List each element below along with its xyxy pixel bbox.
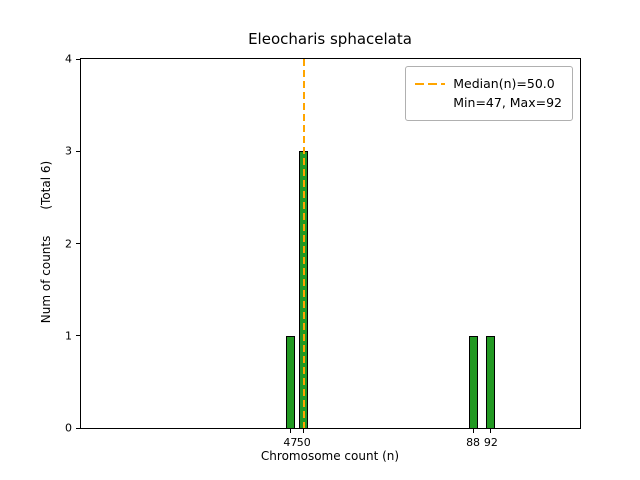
x-tick-mark — [490, 429, 492, 433]
y-tick-label: 0 — [65, 421, 72, 435]
legend-label-minmax: Min=47, Max=92 — [453, 95, 562, 111]
y-tick-label: 2 — [65, 237, 72, 250]
median-line-sample-icon — [415, 82, 446, 85]
legend-entry-median: Median(n)=50.0 — [415, 74, 562, 93]
y-tick-label: 4 — [65, 52, 72, 66]
x-tick-label: 88 — [466, 436, 481, 449]
plot-area: Median(n)=50.0 Min=47, Max=92 47 50 88 92 0 1… — [65, 53, 581, 449]
legend-entry-minmax: Min=47, Max=92 — [415, 93, 562, 112]
y-axis-label-group: Num of counts (Total 6) — [39, 161, 53, 323]
median-line — [302, 59, 305, 428]
x-tick-label: 47 — [283, 436, 298, 449]
x-tick-mark — [472, 429, 474, 433]
legend-empty-sample — [415, 102, 445, 104]
bar-n88 — [468, 335, 478, 428]
y-tick-mark — [76, 427, 80, 429]
legend: Median(n)=50.0 Min=47, Max=92 — [405, 66, 573, 121]
y-axis-total-label: (Total 6) — [39, 160, 53, 210]
x-tick-mark — [303, 429, 305, 433]
x-axis-label: Chromosome count (n) — [260, 449, 400, 463]
bar-n92 — [486, 335, 496, 428]
y-axis-label: Num of counts — [39, 235, 53, 324]
y-tick-mark — [76, 335, 80, 337]
bar-n47 — [285, 335, 295, 428]
y-tick-mark — [76, 58, 80, 60]
x-tick-label: 50 — [296, 436, 311, 449]
chart-title: Eleocharis sphacelata — [248, 30, 412, 48]
x-tick-mark — [289, 429, 291, 433]
y-tick-mark — [76, 243, 80, 244]
y-tick-label: 3 — [65, 144, 72, 158]
y-tick-mark — [76, 150, 80, 152]
y-tick-label: 1 — [65, 329, 72, 343]
x-tick-label: 92 — [483, 436, 498, 449]
legend-label-median: Median(n)=50.0 — [453, 76, 555, 91]
